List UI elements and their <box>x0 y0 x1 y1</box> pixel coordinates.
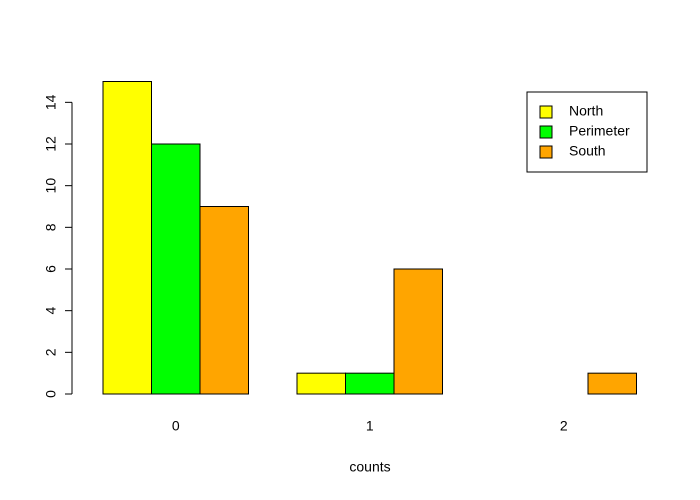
bar <box>199 206 249 395</box>
y-tick-label: 14 <box>43 94 59 110</box>
bar <box>151 143 201 395</box>
bar <box>587 372 637 395</box>
bar <box>296 372 346 395</box>
bar <box>102 81 152 395</box>
y-tick-label: 12 <box>43 136 59 152</box>
bar <box>393 268 443 395</box>
legend-swatch <box>539 125 553 139</box>
legend-label: South <box>569 143 606 159</box>
x-axis-label: counts <box>349 459 390 475</box>
x-tick-label: 1 <box>366 418 374 434</box>
legend-label: North <box>569 103 603 119</box>
x-tick-label: 2 <box>560 418 568 434</box>
y-tick-label: 2 <box>43 348 59 356</box>
y-tick-label: 4 <box>43 307 59 315</box>
legend-swatch <box>539 105 553 119</box>
x-tick-label: 0 <box>172 418 180 434</box>
legend-label: Perimeter <box>569 123 630 139</box>
y-tick-label: 6 <box>43 265 59 273</box>
y-tick-label: 0 <box>43 390 59 398</box>
bar <box>345 372 395 395</box>
legend-swatch <box>539 145 553 159</box>
y-tick-label: 10 <box>43 178 59 194</box>
y-tick-label: 8 <box>43 223 59 231</box>
